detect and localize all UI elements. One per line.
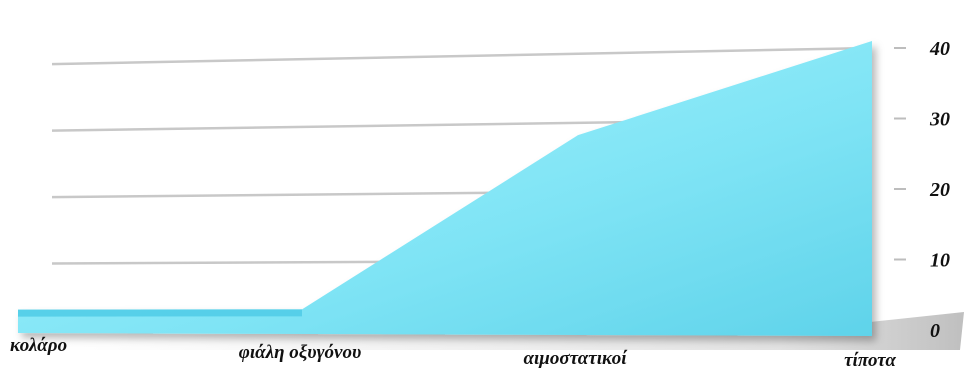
y-tick-label: 0 [930, 320, 940, 342]
area-top-edge [18, 309, 302, 317]
x-category-label: φιάλη οξυγόνου [239, 342, 362, 363]
data-point-2 [577, 134, 580, 137]
y-tick-label: 10 [930, 250, 950, 272]
y-tick-label: 20 [929, 179, 950, 201]
x-category-label: τίποτα [844, 350, 896, 371]
y-tick-label: 40 [929, 38, 950, 60]
x-category-label: αιμοστατικοί [524, 348, 629, 369]
x-category-label: κολάρο [10, 335, 67, 356]
data-point-1 [301, 308, 304, 311]
y-tick-label: 30 [929, 109, 950, 131]
gridline-40 [51, 46, 873, 66]
data-point-0 [17, 308, 20, 311]
area-series [18, 40, 872, 336]
data-point-3 [871, 39, 874, 42]
